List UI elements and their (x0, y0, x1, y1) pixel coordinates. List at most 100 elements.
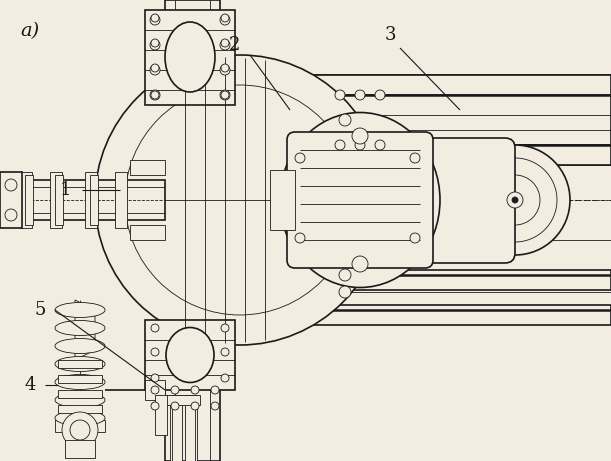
Ellipse shape (55, 410, 105, 426)
Circle shape (410, 153, 420, 163)
Circle shape (460, 145, 570, 255)
Circle shape (295, 153, 305, 163)
Circle shape (171, 386, 179, 394)
Circle shape (151, 39, 159, 47)
Circle shape (220, 65, 230, 75)
Bar (185, 395, 197, 461)
Ellipse shape (55, 392, 105, 408)
Bar (20, 172, 32, 228)
Circle shape (221, 91, 229, 99)
Circle shape (150, 90, 160, 100)
Bar (130, 160, 165, 175)
Circle shape (211, 402, 219, 410)
Bar (145, 320, 235, 390)
Circle shape (220, 15, 230, 25)
Circle shape (375, 140, 385, 150)
Circle shape (125, 85, 355, 315)
Circle shape (410, 233, 420, 243)
Bar (0, 172, 22, 228)
Text: 3: 3 (384, 26, 396, 44)
Bar (50, 172, 62, 228)
Bar (190, 305, 611, 325)
Bar (90, 175, 98, 225)
Circle shape (211, 386, 219, 394)
Bar (190, 75, 611, 95)
Circle shape (490, 175, 540, 225)
Bar (65, 440, 95, 458)
Bar (145, 10, 235, 105)
Circle shape (221, 324, 229, 332)
Circle shape (355, 140, 365, 150)
Bar (190, 145, 611, 165)
Text: a): a) (20, 22, 39, 40)
Circle shape (220, 40, 230, 50)
Circle shape (375, 90, 385, 100)
Circle shape (191, 386, 199, 394)
Circle shape (339, 114, 351, 126)
Circle shape (335, 90, 345, 100)
Bar (190, 270, 611, 290)
Ellipse shape (55, 374, 105, 390)
Circle shape (95, 55, 385, 345)
FancyBboxPatch shape (410, 138, 515, 263)
Circle shape (512, 197, 518, 203)
Bar (55, 175, 63, 225)
Ellipse shape (55, 320, 105, 336)
Bar (155, 395, 167, 435)
Ellipse shape (55, 338, 105, 354)
Bar (130, 225, 165, 240)
Circle shape (335, 140, 345, 150)
Circle shape (151, 386, 159, 394)
Text: 4: 4 (24, 376, 35, 394)
Circle shape (151, 324, 159, 332)
Bar (58, 375, 102, 383)
Ellipse shape (55, 356, 105, 372)
Ellipse shape (280, 112, 440, 288)
Text: 5: 5 (34, 301, 46, 319)
Bar (270, 170, 295, 230)
Polygon shape (75, 300, 95, 360)
Circle shape (221, 374, 229, 382)
Circle shape (150, 40, 160, 50)
Circle shape (150, 65, 160, 75)
Bar (115, 172, 127, 228)
Circle shape (70, 420, 90, 440)
Circle shape (151, 14, 159, 22)
Circle shape (295, 233, 305, 243)
Text: 1: 1 (59, 181, 71, 199)
Bar (165, 395, 200, 405)
Bar (165, 0, 220, 461)
Bar (0, 180, 165, 220)
Circle shape (151, 374, 159, 382)
Circle shape (339, 269, 351, 281)
Circle shape (355, 90, 365, 100)
Bar (58, 390, 102, 398)
Circle shape (62, 412, 98, 448)
Circle shape (473, 158, 557, 242)
Ellipse shape (166, 327, 214, 383)
Bar (190, 75, 611, 145)
Text: 2: 2 (229, 36, 241, 54)
Bar (145, 380, 165, 400)
Bar (58, 405, 102, 413)
Circle shape (221, 348, 229, 356)
Bar (25, 175, 33, 225)
Bar (58, 360, 102, 368)
Circle shape (221, 14, 229, 22)
Circle shape (352, 256, 368, 272)
Circle shape (151, 348, 159, 356)
Circle shape (191, 402, 199, 410)
Circle shape (171, 402, 179, 410)
Circle shape (5, 179, 17, 191)
Bar (85, 172, 97, 228)
Ellipse shape (165, 22, 215, 92)
Circle shape (150, 15, 160, 25)
Circle shape (151, 402, 159, 410)
Bar (55, 420, 105, 432)
Circle shape (352, 128, 368, 144)
Circle shape (339, 286, 351, 298)
Circle shape (151, 64, 159, 72)
Ellipse shape (55, 302, 105, 318)
Circle shape (221, 64, 229, 72)
Bar (170, 395, 182, 461)
